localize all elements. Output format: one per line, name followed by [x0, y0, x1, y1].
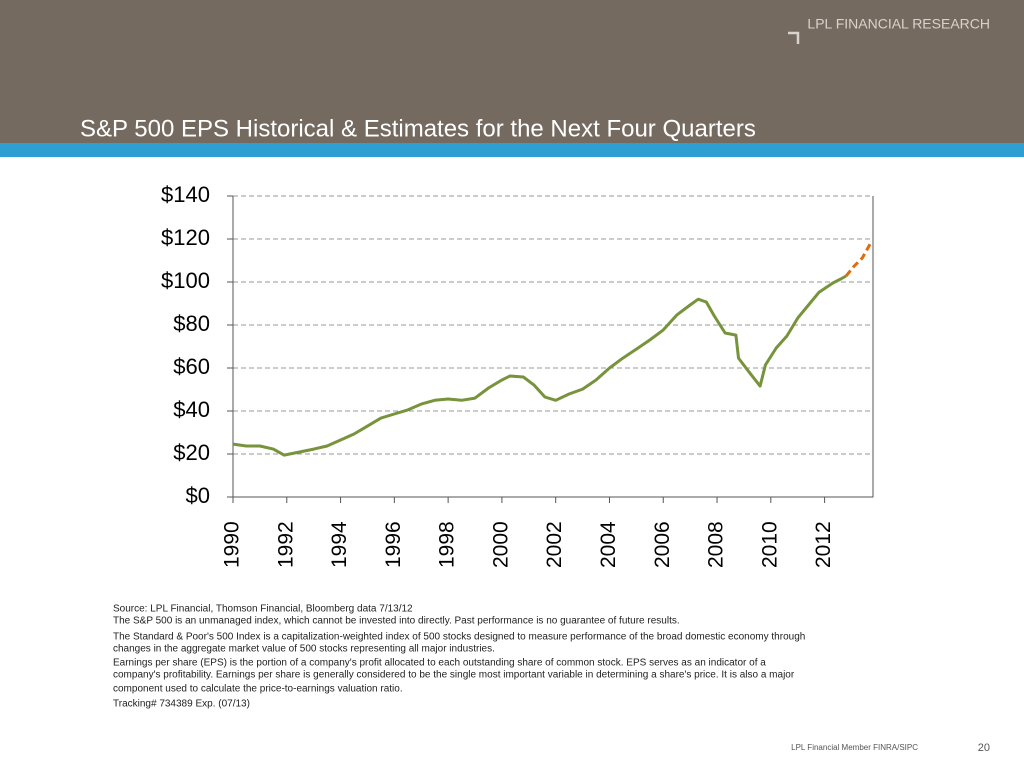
- x-tick-label: 1990: [221, 521, 244, 568]
- y-tick-label: $100: [161, 268, 210, 293]
- y-tick-label: $140: [161, 182, 210, 207]
- x-tick-label: 1994: [328, 521, 351, 568]
- x-tick-label: 1998: [436, 521, 459, 568]
- footnote: The S&P 500 is an unmanaged index, which…: [113, 616, 680, 627]
- footnote: Source: LPL Financial, Thomson Financial…: [113, 604, 413, 615]
- x-tick-label: 2008: [705, 521, 728, 568]
- y-tick-label: $20: [173, 440, 210, 465]
- footnote: Tracking# 734389 Exp. (07/13): [113, 699, 250, 710]
- x-tick-label: 2006: [651, 521, 674, 568]
- x-tick-label: 2000: [489, 521, 512, 568]
- page-number: 20: [978, 742, 990, 754]
- x-tick-label: 1996: [382, 521, 405, 568]
- footer: Source: LPL Financial, Thomson Financial…: [113, 604, 805, 710]
- member: LPL Financial Member FINRA/SIPC: [791, 743, 918, 752]
- header-band: [0, 0, 1024, 143]
- footnote: company's profitability. Earnings per sh…: [113, 670, 795, 681]
- series-line: [232, 274, 847, 457]
- x-tick-label: 2012: [812, 521, 835, 568]
- x-tick-label: 2010: [758, 521, 781, 568]
- y-tick-label: $60: [173, 354, 210, 379]
- axis-frame: [232, 196, 874, 498]
- y-tick-label: $0: [186, 483, 210, 508]
- plot: $0 $20 $40 $60 $80 $100 $120 $140 1990 1992 1994 19…: [161, 182, 874, 568]
- footnote: component used to calculate the price-to…: [113, 684, 403, 695]
- series-line: [844, 240, 874, 277]
- footnote: The Standard & Poor's 500 Index is a cap…: [113, 632, 805, 643]
- x-tick-label: 2002: [543, 521, 566, 568]
- y-tick-label: $40: [173, 397, 210, 422]
- y-tick-label: $120: [161, 225, 210, 250]
- footnote: Earnings per share (EPS) is the portion …: [113, 658, 766, 669]
- chart-title: S&P 500 EPS Historical & Estimates for t…: [80, 115, 756, 142]
- header-stripe: [0, 143, 1024, 157]
- y-tick-label: $80: [173, 311, 210, 336]
- x-tick-label: 2004: [597, 521, 620, 568]
- brand-icon: [788, 31, 800, 44]
- x-tick-label: 1992: [274, 521, 297, 568]
- footnote: changes in the aggregate market value of…: [113, 644, 495, 655]
- brand: LPL FINANCIAL RESEARCH: [807, 16, 990, 32]
